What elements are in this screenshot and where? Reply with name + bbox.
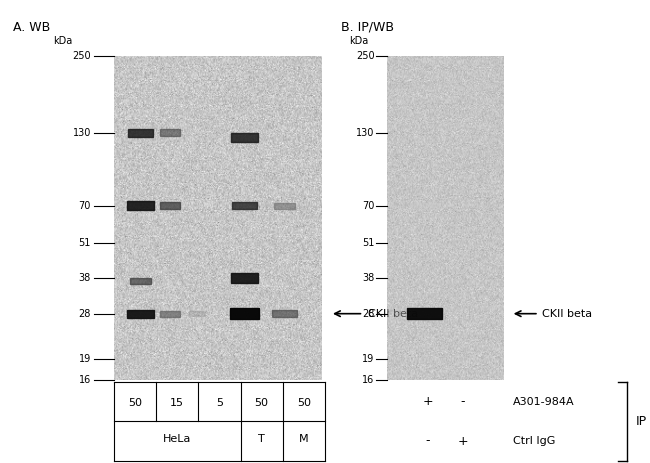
Bar xyxy=(231,133,258,142)
Bar xyxy=(410,203,439,208)
Text: 38: 38 xyxy=(362,273,374,283)
Text: 130: 130 xyxy=(73,128,91,138)
Text: 50: 50 xyxy=(297,398,311,408)
Text: -: - xyxy=(426,434,430,448)
Text: 16: 16 xyxy=(362,375,374,385)
Text: 16: 16 xyxy=(79,375,91,385)
Text: +: + xyxy=(458,434,468,448)
Text: Ctrl IgG: Ctrl IgG xyxy=(513,436,556,446)
Bar xyxy=(159,202,180,209)
Text: HeLa: HeLa xyxy=(163,434,191,444)
Bar xyxy=(127,310,154,318)
Text: kDa: kDa xyxy=(53,36,72,46)
Bar xyxy=(159,311,180,317)
Text: IP: IP xyxy=(636,415,647,428)
Text: CKII beta: CKII beta xyxy=(367,309,418,319)
Bar xyxy=(231,273,258,282)
Bar xyxy=(128,129,153,137)
Text: 28: 28 xyxy=(362,309,374,319)
Text: T: T xyxy=(258,434,265,444)
Text: M: M xyxy=(299,434,309,444)
Text: A. WB: A. WB xyxy=(13,21,50,34)
Text: 28: 28 xyxy=(79,309,91,319)
Text: +: + xyxy=(422,395,433,408)
Bar xyxy=(188,311,205,316)
Text: 250: 250 xyxy=(356,50,374,61)
Text: A301-984A: A301-984A xyxy=(513,397,575,407)
Bar xyxy=(127,201,154,210)
Bar xyxy=(230,308,259,319)
Text: -: - xyxy=(461,395,465,408)
Bar xyxy=(159,130,180,136)
Text: 51: 51 xyxy=(79,238,91,248)
Text: B. IP/WB: B. IP/WB xyxy=(341,21,395,34)
Text: 38: 38 xyxy=(79,273,91,283)
Text: CKII beta: CKII beta xyxy=(542,309,593,319)
Text: 51: 51 xyxy=(362,238,374,248)
Text: 19: 19 xyxy=(79,354,91,364)
Bar xyxy=(232,202,257,209)
Text: kDa: kDa xyxy=(349,36,369,46)
Text: 50: 50 xyxy=(128,398,142,408)
Bar xyxy=(272,310,297,317)
Text: 15: 15 xyxy=(170,398,184,408)
Text: 5: 5 xyxy=(216,398,223,408)
Text: 130: 130 xyxy=(356,128,374,138)
Bar xyxy=(131,278,151,284)
Bar xyxy=(407,308,442,319)
Text: 19: 19 xyxy=(362,354,374,364)
Text: 250: 250 xyxy=(72,50,91,61)
Bar xyxy=(274,203,294,208)
Text: 50: 50 xyxy=(255,398,268,408)
Text: 70: 70 xyxy=(362,200,374,211)
Text: 70: 70 xyxy=(79,200,91,211)
